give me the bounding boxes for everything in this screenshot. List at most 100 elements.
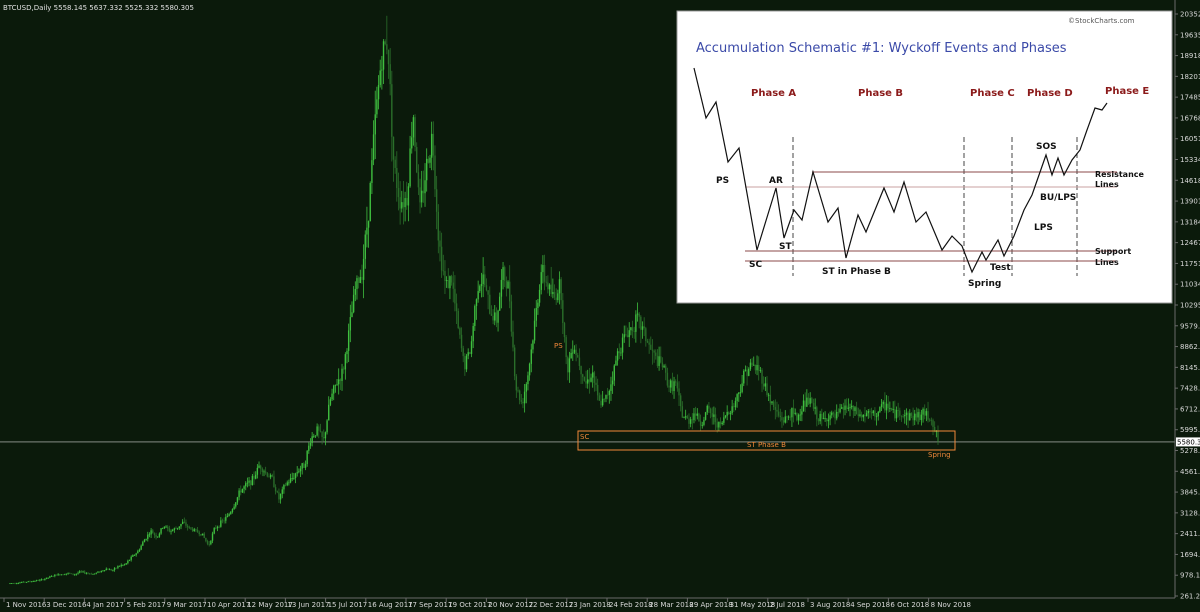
candle-body bbox=[98, 571, 101, 573]
candle-body bbox=[467, 352, 469, 356]
candle-body bbox=[736, 394, 738, 401]
candle-body bbox=[758, 364, 760, 371]
wyckoff-price-path bbox=[693, 67, 1108, 274]
candle-body bbox=[123, 564, 126, 566]
y-tick-label: 12467.82 bbox=[1180, 239, 1200, 247]
candle-body bbox=[206, 541, 209, 544]
candle-body bbox=[718, 421, 720, 428]
candle-body bbox=[845, 405, 848, 409]
candle-body bbox=[225, 517, 227, 521]
candle-body bbox=[816, 407, 818, 420]
candle-body bbox=[352, 294, 355, 313]
candle-body bbox=[238, 490, 240, 498]
candle-body bbox=[27, 581, 29, 583]
x-tick-label: 16 Aug 2017 bbox=[368, 601, 413, 609]
candle-body bbox=[399, 197, 401, 209]
candle-body bbox=[85, 573, 88, 575]
candle-body bbox=[389, 64, 391, 85]
candle-body bbox=[145, 538, 147, 540]
candle-body bbox=[35, 580, 38, 582]
candle-body bbox=[132, 555, 134, 557]
candle-body bbox=[251, 475, 254, 486]
candle-body bbox=[550, 284, 552, 295]
event-ar: AR bbox=[769, 176, 783, 186]
candle-body bbox=[558, 279, 561, 294]
event-st: ST bbox=[779, 242, 792, 252]
candle-body bbox=[600, 400, 602, 406]
candle-body bbox=[266, 472, 269, 477]
candle-body bbox=[764, 383, 767, 387]
candle-body bbox=[874, 410, 876, 417]
candle-body bbox=[359, 276, 361, 283]
candle-body bbox=[799, 414, 801, 416]
candle-body bbox=[513, 347, 516, 377]
candle-body bbox=[902, 416, 904, 417]
candle-body bbox=[738, 392, 740, 395]
candle-body bbox=[135, 553, 137, 556]
candle-body bbox=[435, 189, 438, 212]
candle-body bbox=[143, 539, 146, 543]
candle-body bbox=[618, 351, 620, 354]
candle-body bbox=[484, 274, 486, 286]
candle-body bbox=[425, 158, 428, 181]
y-tick-label: 2411.62 bbox=[1180, 530, 1200, 538]
candle-body bbox=[933, 426, 936, 432]
candle-layer bbox=[9, 15, 939, 585]
candle-body bbox=[791, 407, 793, 418]
candle-body bbox=[528, 363, 531, 376]
y-tick-label: 17485.10 bbox=[1180, 94, 1200, 102]
candle-body bbox=[547, 282, 549, 290]
y-tick-label: 14618.20 bbox=[1180, 177, 1200, 185]
x-tick-label: 29 Apr 2018 bbox=[689, 601, 732, 609]
candle-body bbox=[494, 312, 496, 321]
candle-body bbox=[606, 394, 609, 396]
candle-body bbox=[724, 415, 727, 418]
candle-body bbox=[259, 465, 262, 469]
candle-body bbox=[160, 528, 162, 534]
candle-body bbox=[548, 284, 551, 290]
candle-body bbox=[379, 70, 381, 85]
candle-body bbox=[706, 405, 708, 413]
candle-body bbox=[32, 581, 34, 582]
candle-body bbox=[781, 417, 783, 421]
candle-body bbox=[668, 385, 670, 388]
candle-body bbox=[364, 234, 366, 259]
candle-body bbox=[751, 362, 753, 366]
candle-body bbox=[767, 394, 770, 396]
candle-body bbox=[777, 411, 780, 416]
candle-body bbox=[666, 372, 669, 386]
candle-body bbox=[749, 362, 752, 369]
candle-body bbox=[670, 380, 672, 388]
candle-body bbox=[165, 526, 167, 528]
candle-body bbox=[263, 471, 265, 473]
candle-body bbox=[900, 415, 903, 417]
candle-body bbox=[502, 267, 504, 280]
candle-body bbox=[543, 264, 546, 282]
candle-body bbox=[321, 431, 323, 438]
candle-body bbox=[517, 390, 519, 392]
candle-body bbox=[261, 468, 264, 472]
candle-body bbox=[849, 407, 851, 408]
accumulation-range-box bbox=[577, 430, 956, 451]
y-tick-label: 10295.98 bbox=[1180, 302, 1200, 310]
candle-body bbox=[925, 411, 928, 416]
candle-body bbox=[191, 528, 194, 532]
candle-body bbox=[402, 202, 405, 208]
candle-body bbox=[899, 410, 901, 416]
candle-body bbox=[675, 381, 677, 383]
candle-body bbox=[515, 376, 518, 391]
candle-body bbox=[412, 117, 415, 138]
candle-body bbox=[228, 514, 230, 516]
candle-body bbox=[837, 411, 840, 413]
candle-body bbox=[663, 365, 665, 368]
candle-body bbox=[711, 413, 713, 417]
x-tick-label: 28 Mar 2018 bbox=[649, 601, 693, 609]
candle-body bbox=[884, 401, 886, 411]
candle-body bbox=[455, 303, 458, 311]
candle-body bbox=[520, 400, 523, 402]
candle-body bbox=[623, 334, 625, 338]
candle-body bbox=[523, 391, 526, 404]
candle-body bbox=[766, 383, 768, 395]
